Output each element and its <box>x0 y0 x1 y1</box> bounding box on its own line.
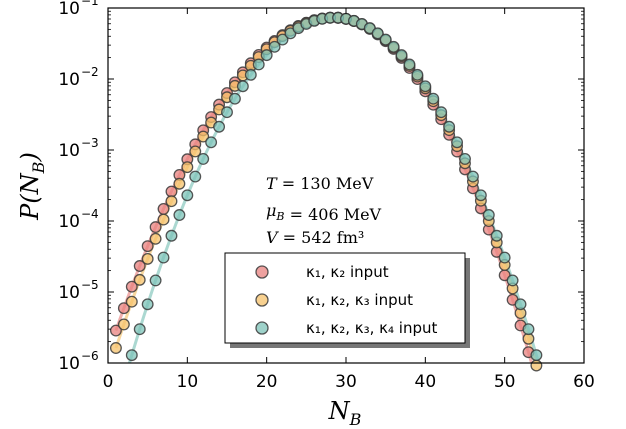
y-tick-exponent: −3 <box>81 136 99 150</box>
data-point <box>427 92 440 105</box>
data-point <box>228 92 241 105</box>
data-point <box>181 161 194 174</box>
data-point <box>419 80 432 93</box>
x-tick-label: 30 <box>335 372 357 392</box>
data-point <box>411 68 424 81</box>
data-point <box>197 130 210 143</box>
data-points <box>109 11 543 372</box>
x-tick-label: 60 <box>573 372 595 392</box>
y-tick-exponent: −5 <box>81 278 99 292</box>
data-point <box>260 49 273 62</box>
y-axis-label: P(NB) <box>16 152 48 221</box>
data-point <box>109 342 122 354</box>
x-tick-label: 20 <box>256 372 278 392</box>
data-point <box>443 120 456 133</box>
data-point <box>403 58 416 71</box>
data-point <box>125 349 138 362</box>
data-point <box>181 189 194 202</box>
data-point <box>244 68 257 81</box>
legend-label: κ₁, κ₂, κ₃ input <box>306 291 413 309</box>
legend-marker <box>255 265 269 279</box>
data-point <box>213 120 226 133</box>
y-tick-label: 10 <box>58 212 80 232</box>
data-point <box>173 209 186 221</box>
x-tick-label: 10 <box>177 372 199 392</box>
annotation-line: V = 542 fm³ <box>266 228 364 247</box>
x-axis-label: NB <box>328 397 362 429</box>
y-tick-label: 10 <box>58 0 80 19</box>
data-point <box>490 229 503 242</box>
y-tick-label: 10 <box>58 141 80 161</box>
data-point <box>117 318 130 331</box>
x-tick-label: 40 <box>415 372 437 392</box>
data-point <box>379 33 392 46</box>
data-point <box>149 274 162 287</box>
y-tick-exponent: −4 <box>81 207 99 221</box>
x-tick-label: 0 <box>103 372 114 392</box>
data-point <box>236 80 249 93</box>
y-ticks: 10−610−510−410−310−210−1 <box>58 0 584 374</box>
data-point <box>133 260 146 272</box>
data-point <box>530 349 543 362</box>
data-point <box>125 295 138 308</box>
parameter-annotations: T = 130 MeV μB = 406 MeV V = 542 fm³ <box>266 174 382 247</box>
y-tick-exponent: −1 <box>81 0 99 8</box>
data-point <box>387 40 400 53</box>
legend-marker <box>255 321 269 335</box>
data-point <box>498 251 511 264</box>
data-point <box>252 58 265 71</box>
data-point <box>133 323 146 336</box>
data-point <box>435 106 448 119</box>
data-point <box>522 323 535 336</box>
data-point <box>157 251 170 264</box>
data-point <box>165 195 178 208</box>
data-point <box>482 209 495 221</box>
legend-label: κ₁, κ₂, κ₃, κ₄ input <box>306 319 437 337</box>
data-point <box>395 49 408 62</box>
data-point <box>197 152 210 165</box>
data-point <box>506 274 519 287</box>
data-point <box>530 359 543 372</box>
data-point <box>205 136 218 149</box>
data-point <box>466 170 479 183</box>
y-tick-exponent: −6 <box>81 349 99 363</box>
x-tick-label: 50 <box>494 372 516 392</box>
data-point <box>165 229 178 242</box>
data-point <box>189 170 202 183</box>
data-point <box>276 33 289 46</box>
data-point <box>474 189 487 202</box>
data-point <box>221 106 233 119</box>
data-point <box>141 298 154 311</box>
data-point <box>149 221 162 234</box>
data-point <box>125 280 138 293</box>
data-point <box>109 324 122 337</box>
data-point <box>371 27 384 40</box>
data-point <box>149 232 162 245</box>
data-point <box>268 40 281 53</box>
data-point <box>514 298 527 311</box>
data-point <box>141 240 154 253</box>
legend-label: κ₁, κ₂ input <box>306 263 389 281</box>
y-tick-label: 10 <box>58 70 80 90</box>
data-point <box>157 213 170 226</box>
data-point <box>117 302 130 315</box>
data-point <box>189 145 202 158</box>
legend-marker <box>255 293 269 307</box>
data-point <box>133 273 146 286</box>
annotation-line: μB = 406 MeV <box>266 201 382 224</box>
legend: κ₁, κ₂ input κ₁, κ₂, κ₃ input κ₁, κ₂, κ₃, … <box>224 252 470 348</box>
data-point <box>459 152 471 165</box>
data-point <box>451 136 464 149</box>
annotation-line: T = 130 MeV <box>266 174 374 193</box>
data-point <box>173 177 186 190</box>
y-tick-label: 10 <box>58 354 80 374</box>
data-point <box>141 252 154 265</box>
y-tick-label: 10 <box>58 283 80 303</box>
y-tick-exponent: −2 <box>81 65 99 79</box>
